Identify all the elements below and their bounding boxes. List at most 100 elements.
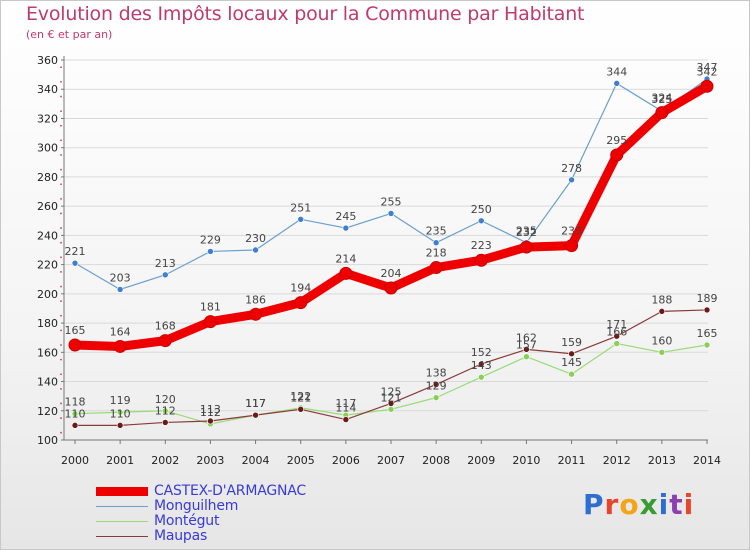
data-label-castex-d-armagnac-2011: 233 (561, 225, 582, 238)
x-tick-label-2000: 2000 (61, 454, 89, 467)
data-label-castex-d-armagnac-2005: 194 (290, 282, 311, 295)
point-castex-d-armagnac-2003 (203, 315, 217, 329)
data-label-maupas-2007: 125 (381, 385, 402, 398)
legend-label-castex: CASTEX-D'ARMAGNAC (154, 483, 306, 499)
data-label-mont-gut-2003: 112 (200, 406, 221, 419)
data-label-monguilhem-2010: 235 (516, 225, 537, 238)
legend-swatch-montegut (96, 520, 148, 522)
data-label-monguilhem-2006: 245 (335, 210, 356, 223)
point-maupas-2003 (207, 417, 214, 425)
x-tick-label-2006: 2006 (332, 454, 360, 467)
data-label-mont-gut-2013: 160 (651, 334, 672, 347)
y-minor-tick-205 (60, 285, 62, 288)
point-castex-d-armagnac-2001 (113, 339, 127, 353)
point-monguilhem-2004 (252, 246, 259, 254)
data-label-mont-gut-2002: 120 (155, 393, 176, 406)
data-label-maupas-2005: 121 (290, 391, 311, 404)
legend-swatch-castex (96, 486, 148, 496)
data-label-maupas-2010: 162 (516, 331, 537, 344)
data-label-mont-gut-2008: 129 (426, 380, 447, 393)
data-label-maupas-2011: 159 (561, 336, 582, 349)
data-label-castex-d-armagnac-2004: 186 (245, 293, 266, 306)
point-mont-gut-2010 (523, 353, 530, 360)
data-label-mont-gut-2011: 145 (561, 356, 582, 369)
data-label-castex-d-armagnac-2002: 168 (155, 320, 176, 333)
data-label-castex-d-armagnac-2013: 324 (651, 92, 672, 105)
point-maupas-2012 (613, 332, 621, 340)
point-monguilhem-2008 (432, 239, 440, 246)
data-label-maupas-2004: 117 (245, 397, 266, 410)
x-tick-label-2009: 2009 (467, 454, 495, 467)
logo-letter: o (619, 488, 640, 521)
point-mont-gut-2007 (387, 406, 395, 413)
data-label-maupas-2001: 110 (110, 407, 131, 420)
point-mont-gut-2002 (161, 407, 169, 415)
data-label-castex-d-armagnac-2014: 342 (697, 65, 718, 78)
point-monguilhem-2011 (568, 176, 575, 184)
y-minor-tick-115 (60, 417, 62, 419)
y-minor-tick-305 (60, 139, 62, 142)
x-tick-label-2004: 2004 (242, 454, 270, 467)
data-label-monguilhem-2007: 255 (381, 195, 402, 208)
legend-swatch-maupas (96, 535, 148, 537)
data-label-monguilhem-2009: 250 (471, 203, 492, 216)
y-tick-label-120: 120 (37, 405, 58, 418)
logo-letter: i (658, 488, 670, 521)
data-label-monguilhem-2014: 347 (697, 61, 718, 74)
x-tick-label-2005: 2005 (287, 454, 315, 467)
point-mont-gut-2008 (432, 394, 440, 401)
point-maupas-2001 (116, 422, 124, 429)
data-label-maupas-2000: 110 (65, 407, 86, 420)
point-monguilhem-2000 (71, 259, 79, 267)
point-mont-gut-2000 (71, 410, 79, 417)
x-tick-label-2011: 2011 (558, 454, 586, 467)
data-label-monguilhem-2002: 213 (155, 257, 176, 270)
point-castex-d-armagnac-2012 (610, 148, 624, 162)
y-tick-label-220: 220 (37, 259, 58, 272)
y-tick-label-320: 320 (37, 112, 58, 125)
point-castex-d-armagnac-2000 (68, 338, 82, 352)
point-maupas-2004 (252, 411, 259, 419)
data-label-monguilhem-2011: 278 (561, 162, 582, 175)
legend-swatch-monguilhem (96, 505, 148, 507)
legend-label-monguilhem: Monguilhem (154, 498, 239, 514)
point-castex-d-armagnac-2006 (339, 266, 353, 280)
logo-letter: r (604, 488, 620, 521)
x-tick-label-2008: 2008 (422, 454, 450, 467)
y-minor-tick-235 (60, 241, 62, 244)
data-label-maupas-2008: 138 (426, 366, 447, 379)
point-mont-gut-2012 (613, 340, 621, 347)
x-tick-label-2013: 2013 (648, 454, 676, 467)
point-maupas-2000 (71, 422, 79, 429)
legend-label-maupas: Maupas (154, 528, 208, 544)
point-maupas-2002 (161, 419, 169, 426)
point-castex-d-armagnac-2009 (474, 253, 488, 267)
x-tick-label-2007: 2007 (377, 454, 405, 467)
y-tick-label-300: 300 (37, 142, 58, 155)
x-tick-label-2001: 2001 (106, 454, 134, 467)
data-label-monguilhem-2012: 344 (606, 65, 627, 78)
y-minor-tick-225 (60, 256, 62, 259)
point-maupas-2011 (568, 350, 575, 358)
y-minor-tick-145 (60, 373, 62, 376)
y-tick-label-260: 260 (37, 200, 58, 213)
y-minor-tick-275 (60, 183, 62, 186)
data-label-maupas-2002: 112 (155, 404, 176, 417)
data-label-maupas-2009: 152 (471, 346, 492, 359)
y-minor-tick-295 (60, 154, 62, 156)
point-castex-d-armagnac-2011 (565, 239, 579, 253)
y-tick-label-280: 280 (37, 171, 58, 184)
point-castex-d-armagnac-2013 (655, 106, 669, 120)
point-mont-gut-2001 (116, 408, 124, 416)
point-castex-d-armagnac-2002 (158, 334, 172, 348)
y-minor-tick-345 (60, 81, 62, 83)
data-label-castex-d-armagnac-2010: 232 (516, 226, 537, 239)
y-minor-tick-285 (60, 168, 62, 171)
point-monguilhem-2012 (613, 80, 621, 87)
data-label-monguilhem-2005: 251 (290, 201, 311, 214)
data-label-castex-d-armagnac-2008: 218 (426, 247, 447, 260)
y-minor-tick-255 (60, 212, 62, 215)
y-tick-label-200: 200 (37, 288, 58, 301)
data-label-monguilhem-2008: 235 (426, 225, 447, 238)
